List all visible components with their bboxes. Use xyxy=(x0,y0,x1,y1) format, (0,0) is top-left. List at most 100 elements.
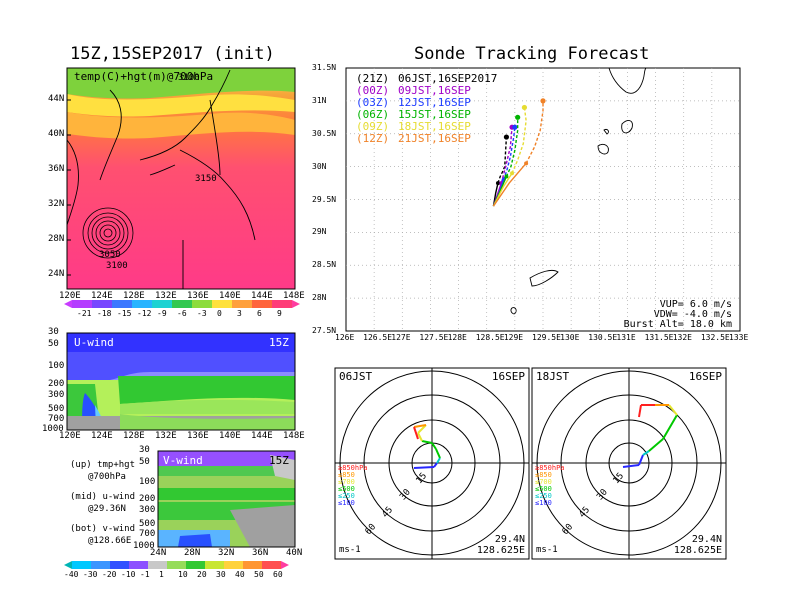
hodograph-trace xyxy=(435,448,441,459)
legend-launch-jst: 21JST,16SEP xyxy=(398,132,471,145)
hodograph-trace xyxy=(642,450,650,456)
colorbar-label: -30 xyxy=(83,570,98,579)
track-descent xyxy=(497,136,508,184)
lon-tick-label: 148E xyxy=(283,431,305,441)
lon-tick-label: 144E xyxy=(251,291,273,301)
hodograph-unit: ms-1 xyxy=(339,545,361,555)
colorbar-label: 0 xyxy=(217,309,222,318)
lat-tick-label: 31.5N xyxy=(312,63,337,72)
contour-label: 3050 xyxy=(99,250,121,260)
lon-tick-label: 124E xyxy=(91,431,113,441)
track-descent xyxy=(500,127,513,184)
lon-tick-label: 132E xyxy=(672,333,692,342)
hodograph-trace xyxy=(622,464,640,468)
note-bot1: (bot) v-wind xyxy=(70,524,136,534)
colorbar-label: 1 xyxy=(159,570,164,579)
pressure-tick-label: 300 xyxy=(48,390,65,400)
landing-point xyxy=(512,124,518,130)
lon-tick-label: 128E xyxy=(447,333,467,342)
map700-label: temp(C)+hgt(m)@700hPa xyxy=(74,70,213,83)
legend-launch-z: (03Z) xyxy=(356,96,389,109)
colorbar-label: 10 xyxy=(178,570,188,579)
hodograph-date: 16SEP xyxy=(492,370,525,383)
level-legend: ≤250 xyxy=(535,492,552,500)
contour-label: 3150 xyxy=(195,174,217,184)
hodograph-lat: 29.4N xyxy=(692,534,722,545)
hodograph-trace xyxy=(648,438,664,452)
lon-tick-label: 128E xyxy=(123,431,145,441)
lat-tick-label: 28N xyxy=(48,234,65,244)
hodograph-date: 16SEP xyxy=(689,370,722,383)
legend-launch-jst: 15JST,16SEP xyxy=(398,108,471,121)
lat-tick-label: 28N xyxy=(312,293,327,303)
track-ascent xyxy=(492,182,499,207)
lon-tick-label: 131.5E xyxy=(644,333,674,342)
left-title: 15Z,15SEP2017 (init) xyxy=(70,44,275,64)
hodograph-trace xyxy=(417,424,427,434)
lat-tick-label: 28.5N xyxy=(312,260,337,270)
pressure-tick-label: 700 xyxy=(48,414,65,424)
lat-tick-label: 40N xyxy=(48,129,65,139)
lon-tick-label: 120E xyxy=(59,431,81,441)
lon-tick-label: 130E xyxy=(560,333,580,342)
hodograph-lat: 29.4N xyxy=(495,534,525,545)
lat-tick-label: 40N xyxy=(286,548,303,558)
level-legend: ≤700 xyxy=(338,478,355,486)
hodograph-trace xyxy=(662,414,678,440)
pressure-tick-label: 700 xyxy=(139,529,156,539)
colorbar-label: -10 xyxy=(121,570,136,579)
colorbar-label: 30 xyxy=(216,570,226,579)
landing-point xyxy=(503,134,510,140)
lon-tick-label: 136E xyxy=(187,291,209,301)
legend-launch-jst: 12JST,16SEP xyxy=(398,96,471,109)
note-up2: @700hPa xyxy=(88,472,126,482)
vdw-text: VDW= -4.0 m/s xyxy=(654,309,732,320)
hodograph-trace xyxy=(431,442,437,450)
burst-point xyxy=(495,181,500,186)
landing-point xyxy=(515,114,521,120)
vup-text: VUP= 6.0 m/s xyxy=(660,299,732,310)
legend-launch-z: (12Z) xyxy=(356,132,389,145)
pressure-tick-label: 300 xyxy=(139,505,156,515)
lon-tick-label: 144E xyxy=(251,431,273,441)
colorbar-label: -12 xyxy=(137,309,152,318)
lat-tick-label: 32N xyxy=(48,199,65,209)
legend-launch-z: (09Z) xyxy=(356,120,389,133)
burst-point xyxy=(510,171,515,176)
colorbar-label: -18 xyxy=(97,309,112,318)
vwind-label: V-wind xyxy=(163,454,203,467)
burst-point xyxy=(504,174,509,179)
hodograph-trace xyxy=(413,426,419,440)
track-descent xyxy=(511,107,527,174)
colorbar-label: 40 xyxy=(235,570,245,579)
legend-launch-jst: 18JST,16SEP xyxy=(398,120,471,133)
colorbar-label: -3 xyxy=(197,309,207,318)
lat-tick-label: 44N xyxy=(48,94,65,104)
pressure-tick-label: 100 xyxy=(139,477,156,487)
level-legend: ≤100 xyxy=(338,499,355,507)
level-legend: ≤850 xyxy=(535,471,552,479)
lon-tick-label: 132E xyxy=(155,431,177,441)
note-mid1: (mid) u-wind xyxy=(70,492,136,502)
colorbar-label: 60 xyxy=(273,570,283,579)
colorbar-label: 20 xyxy=(197,570,207,579)
lat-tick-label: 30N xyxy=(312,161,327,171)
pressure-tick-label: 500 xyxy=(139,519,156,529)
temp700-map: 3150 3050 3100 xyxy=(67,68,295,289)
lon-tick-label: 140E xyxy=(219,291,241,301)
pressure-tick-label: 200 xyxy=(139,494,156,504)
track-ascent xyxy=(492,172,513,207)
vwind-section xyxy=(158,451,295,547)
pressure-tick-label: 50 xyxy=(48,339,59,349)
track-descent xyxy=(502,127,516,181)
hodograph-unit: ms-1 xyxy=(536,545,558,555)
uwind-time: 15Z xyxy=(269,336,289,349)
lon-tick-label: 132.5E xyxy=(700,333,730,342)
lon-tick-label: 136E xyxy=(187,431,209,441)
pressure-tick-label: 30 xyxy=(48,327,59,337)
track-ascent xyxy=(492,162,527,207)
uwind-label: U-wind xyxy=(74,336,114,349)
lat-tick-label: 29N xyxy=(312,227,327,237)
hodograph-time: 18JST xyxy=(536,370,569,383)
